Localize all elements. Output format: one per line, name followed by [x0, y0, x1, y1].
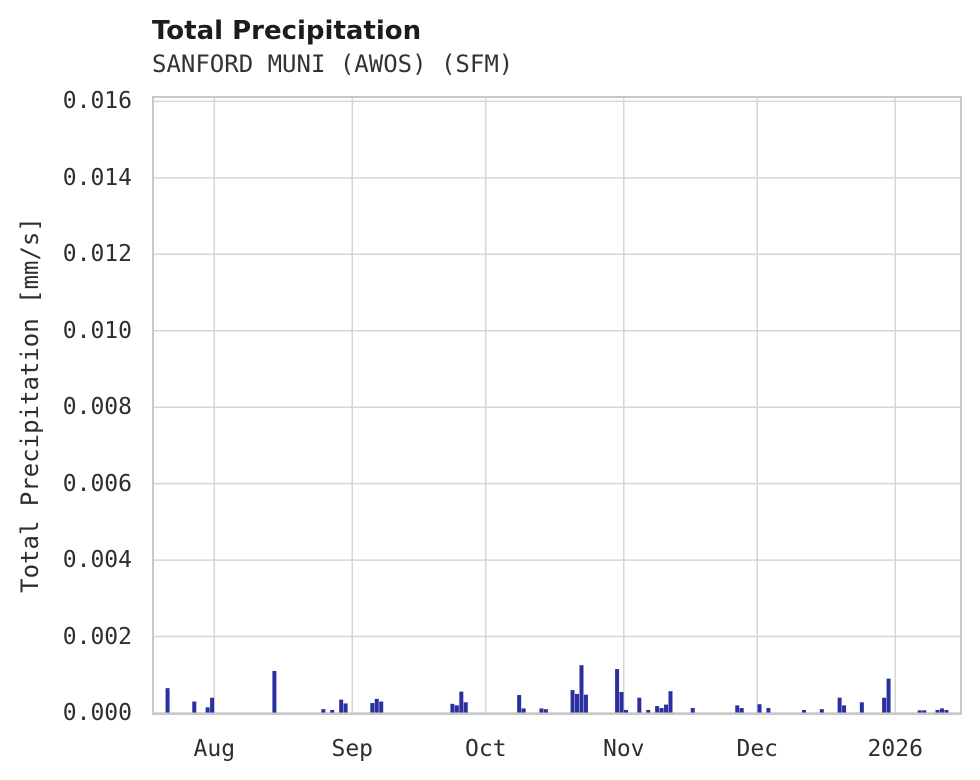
- precip-bar: [922, 710, 927, 713]
- precip-bar: [165, 688, 170, 713]
- precip-bar: [935, 709, 940, 713]
- chart-subtitle: SANFORD MUNI (AWOS) (SFM): [152, 50, 514, 78]
- plot-area: [152, 96, 962, 716]
- y-tick-label: 0.010: [62, 317, 132, 344]
- precip-bar: [570, 690, 575, 713]
- precip-bar: [637, 697, 642, 713]
- precip-bar: [579, 665, 584, 713]
- precip-bar: [655, 706, 660, 713]
- precip-bar: [619, 691, 624, 713]
- precip-bar: [379, 701, 384, 713]
- precip-bar: [739, 708, 744, 713]
- precip-bar: [459, 691, 464, 713]
- precip-bar: [343, 703, 348, 713]
- precip-bar: [321, 709, 326, 713]
- precip-bar: [450, 703, 455, 713]
- precip-bar: [339, 699, 344, 713]
- x-tick-label: 2026: [867, 736, 923, 762]
- precip-bar: [837, 697, 842, 713]
- precip-bar: [272, 670, 277, 713]
- precip-bar: [623, 709, 628, 713]
- precip-bar: [646, 709, 651, 713]
- x-tick-label: Sep: [331, 736, 374, 762]
- precip-bar: [454, 705, 459, 713]
- chart-title: Total Precipitation: [152, 16, 422, 46]
- precip-bar: [374, 698, 379, 713]
- precip-bar: [735, 705, 740, 713]
- precip-bar: [330, 709, 335, 713]
- precipitation-bars: [165, 665, 949, 713]
- precip-bar: [615, 669, 620, 713]
- x-tick-label: Oct: [465, 736, 507, 762]
- precip-bar: [690, 708, 695, 713]
- precip-bar: [210, 697, 215, 713]
- precip-bar: [882, 697, 887, 713]
- precip-bar: [944, 709, 949, 713]
- y-tick-label: 0.008: [62, 394, 132, 421]
- precip-bar: [583, 694, 588, 713]
- precip-bar: [543, 709, 548, 713]
- y-tick-label: 0.004: [62, 547, 132, 574]
- x-tick-label: Aug: [193, 736, 236, 762]
- precip-bar: [192, 701, 197, 713]
- precip-bar: [668, 691, 673, 713]
- y-tick-label: 0.016: [62, 88, 132, 115]
- y-tick-label: 0.006: [62, 470, 132, 497]
- y-tick-label: 0.012: [62, 241, 132, 268]
- y-tick-label: 0.000: [62, 700, 132, 726]
- precip-bar: [939, 708, 944, 713]
- x-tick-label: Dec: [736, 736, 779, 762]
- y-tick-label: 0.002: [62, 623, 132, 650]
- precip-bar: [917, 710, 922, 713]
- precip-bar: [370, 703, 375, 713]
- precip-bar: [539, 708, 544, 713]
- precip-bar: [819, 709, 824, 713]
- precip-bar: [575, 693, 580, 713]
- precip-bar: [842, 705, 847, 713]
- precip-bar: [463, 702, 468, 713]
- precip-bar: [757, 704, 762, 713]
- precip-bar: [205, 707, 210, 713]
- precip-bar: [886, 678, 891, 713]
- x-tick-label: Nov: [602, 736, 645, 762]
- precip-bar: [517, 695, 522, 713]
- precip-bar: [521, 708, 526, 713]
- precip-bar: [802, 709, 807, 713]
- precip-bar: [859, 702, 864, 713]
- precip-bar: [664, 704, 669, 713]
- chart-canvas: [152, 96, 962, 716]
- precip-bar: [766, 708, 771, 713]
- y-tick-label: 0.014: [62, 164, 132, 191]
- precip-bar: [659, 708, 664, 713]
